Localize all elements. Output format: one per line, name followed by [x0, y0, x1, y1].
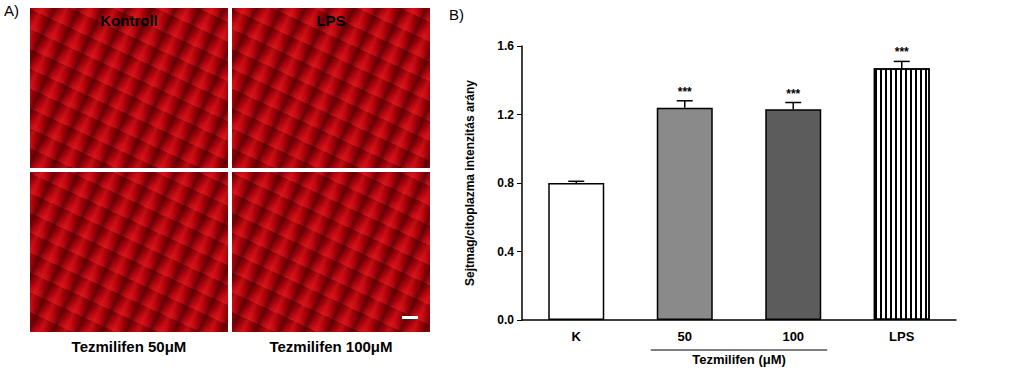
- svg-text:100: 100: [782, 329, 804, 344]
- html-text:LPS: LPS: [316, 12, 346, 29]
- svg-text:0.4: 0.4: [497, 245, 514, 259]
- html-text:Tezmilifen 100μM: Tezmilifen 100μM: [269, 338, 393, 355]
- svg-text:***: ***: [678, 85, 692, 99]
- svg-text:B): B): [449, 6, 464, 23]
- svg-text:***: ***: [895, 45, 909, 59]
- svg-text:1.2: 1.2: [497, 108, 514, 122]
- svg-text:***: ***: [786, 87, 800, 101]
- svg-text:1.6: 1.6: [497, 39, 514, 53]
- svg-text:0.8: 0.8: [497, 176, 514, 190]
- html-text:A): A): [4, 2, 19, 19]
- svg-text:K: K: [572, 329, 582, 344]
- svg-text:Tezmilifen (μM): Tezmilifen (μM): [692, 352, 786, 367]
- html-text:Kontroll: Kontroll: [100, 12, 158, 29]
- svg-text:50: 50: [678, 329, 692, 344]
- html-text:Tezmilifen 50μM: Tezmilifen 50μM: [71, 338, 187, 355]
- svg-text:0.0: 0.0: [497, 313, 514, 327]
- svg-text:Sejtmag/citoplazma intenzitás: Sejtmag/citoplazma intenzitás arány: [463, 80, 477, 286]
- svg-text:LPS: LPS: [889, 329, 915, 344]
